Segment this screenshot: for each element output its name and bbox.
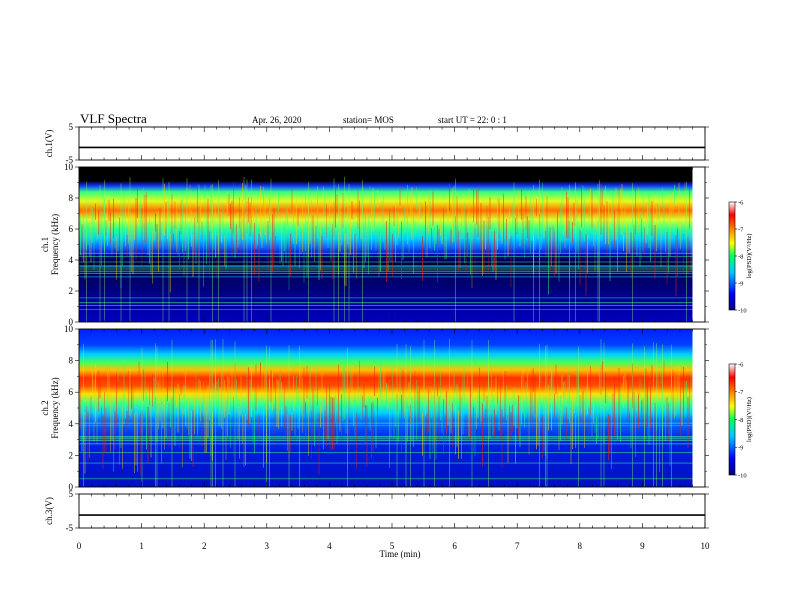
colorbar-tick-label: -8 xyxy=(738,417,743,424)
y-ticks: 5 -5 xyxy=(66,489,709,533)
channel-label: ch.2 xyxy=(40,400,50,415)
x-tick-label: 1 xyxy=(139,541,144,551)
colorbar-tick-label: -6 xyxy=(738,361,744,368)
panel-3: -6 -7 -8 -9 -10 log(PSD)(V²/Hz) 10 8 6 4 2 0 ch.2 Fre… xyxy=(40,324,753,492)
x-tick-label: 7 xyxy=(515,541,520,551)
colorbar-label: log(PSD)(V²/Hz) xyxy=(746,397,753,442)
x-tick-label: 8 xyxy=(578,541,583,551)
panel-2: -6 -7 -8 -9 -10 log(PSD)(V²/Hz) 10 8 6 4 2 0 ch.1 Fre… xyxy=(40,162,753,327)
station-label: station= MOS xyxy=(343,115,394,125)
x-tick-label: 9 xyxy=(640,541,645,551)
y-axis-label: Frequency (kHz) xyxy=(50,377,60,438)
narrowband-lines xyxy=(79,422,693,480)
date-label: Apr. 26, 2020 xyxy=(252,115,302,125)
colorbar-ch1: -6 -7 -8 -9 -10 log(PSD)(V²/Hz) xyxy=(728,199,753,314)
y-tick-label: 0 xyxy=(69,317,74,327)
y-tick-label: 10 xyxy=(64,324,74,334)
y-tick-label: -5 xyxy=(66,155,74,165)
y-tick-label: 5 xyxy=(69,489,74,499)
colorbar-scale xyxy=(728,201,736,311)
panel-frame xyxy=(78,493,706,529)
y-ticks: 10 8 6 4 2 0 xyxy=(64,324,709,492)
y-tick-label: 4 xyxy=(69,255,74,265)
x-ticks xyxy=(78,167,706,322)
x-tick-label: 4 xyxy=(327,541,332,551)
x-tick-label: 2 xyxy=(202,541,207,551)
y-tick-label: 4 xyxy=(69,419,74,429)
y-axis-label: ch.3(V) xyxy=(44,497,54,525)
y-tick-label: 2 xyxy=(69,450,74,460)
x-tick-label: 5 xyxy=(390,541,395,551)
x-ticks xyxy=(78,494,706,528)
spectrogram-field xyxy=(79,167,693,322)
y-ticks: 5 -5 xyxy=(66,122,709,165)
colorbar-tick-label: -10 xyxy=(738,307,747,314)
vertical-streaks xyxy=(78,338,692,487)
y-tick-label: -5 xyxy=(66,523,74,533)
y-tick-label: 0 xyxy=(69,482,74,492)
y-tick-label: 8 xyxy=(69,193,74,203)
y-tick-label: 6 xyxy=(69,224,74,234)
channel-label: ch.1 xyxy=(40,237,50,252)
x-tick-label: 10 xyxy=(701,541,711,551)
panel-1: 5 -5 ch.1(V) xyxy=(44,122,709,165)
colorbar-tick-label: -7 xyxy=(738,389,744,396)
colorbar-tick-label: -6 xyxy=(738,199,744,206)
y-axis-label: Frequency (kHz) xyxy=(50,214,60,275)
colorbar-tick-label: -10 xyxy=(738,472,747,479)
x-axis-label: Time (min) xyxy=(380,549,421,559)
x-ticks xyxy=(78,127,706,160)
y-tick-label: 2 xyxy=(69,286,74,296)
y-tick-label: 5 xyxy=(69,122,74,132)
x-tick-label: 3 xyxy=(265,541,270,551)
y-axis-label: ch.1(V) xyxy=(44,130,54,158)
colorbar-scale xyxy=(728,363,736,476)
y-ticks: 10 8 6 4 2 0 xyxy=(64,162,709,327)
x-tick-label: 0 xyxy=(77,541,82,551)
figure-title: VLF Spectra xyxy=(80,111,147,126)
x-tick-label: 6 xyxy=(452,541,457,551)
colorbar-tick-label: -9 xyxy=(738,445,743,452)
y-tick-label: 10 xyxy=(64,162,74,172)
x-ticks xyxy=(78,329,706,487)
colorbar-tick-label: -7 xyxy=(738,226,744,233)
start-time-label: start UT = 22: 0 : 1 xyxy=(438,115,507,125)
y-tick-label: 8 xyxy=(69,356,74,366)
y-tick-label: 6 xyxy=(69,387,74,397)
panel-4: 5 -5 ch.3(V) xyxy=(44,489,709,533)
colorbar-ch2: -6 -7 -8 -9 -10 log(PSD)(V²/Hz) xyxy=(728,361,753,479)
colorbar-label: log(PSD)(V²/Hz) xyxy=(746,234,753,279)
colorbar-tick-label: -8 xyxy=(738,253,743,260)
colorbar-tick-label: -9 xyxy=(738,280,743,287)
narrowband-lines xyxy=(79,252,693,310)
